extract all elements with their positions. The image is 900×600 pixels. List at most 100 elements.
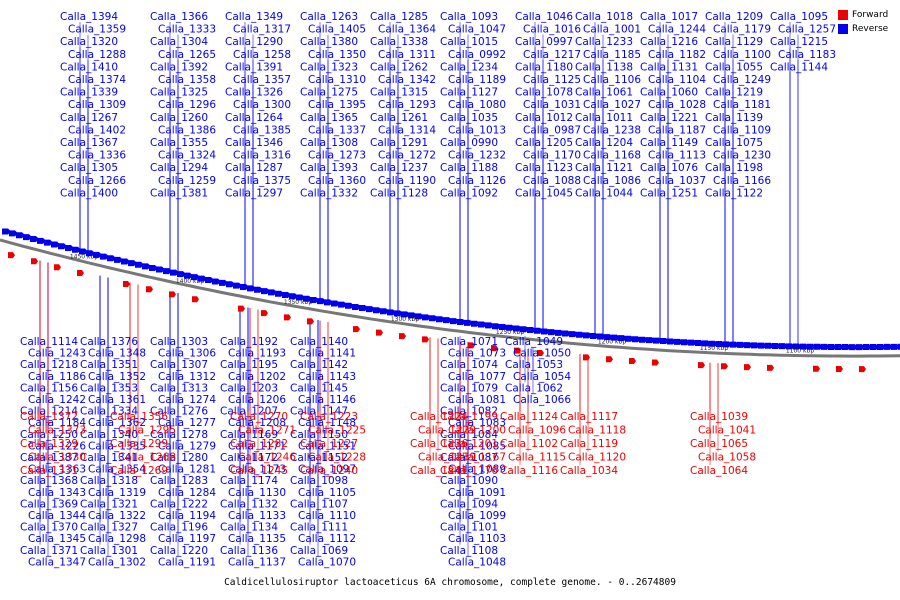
gene-label[interactable]: Calla_1373 — [28, 425, 86, 437]
gene-label[interactable]: Calla_1260 — [150, 112, 208, 124]
gene-label[interactable]: Calla_1135 — [228, 533, 286, 545]
gene-label[interactable]: Calla_1130 — [228, 487, 286, 499]
gene-label[interactable]: Calla_1080 — [448, 99, 506, 111]
gene-label[interactable]: Calla_1131 — [640, 61, 698, 73]
gene-label[interactable]: Calla_1105 — [298, 487, 356, 499]
gene-label[interactable]: Calla_1372 — [20, 411, 78, 423]
gene-label[interactable]: Calla_1125 — [523, 74, 581, 86]
gene-label[interactable]: Calla_1126 — [448, 175, 506, 187]
gene-label[interactable]: Calla_1319 — [88, 487, 146, 499]
gene-label[interactable]: Calla_1099 — [448, 510, 506, 522]
gene-label[interactable]: Calla_1206 — [228, 394, 286, 406]
gene-label[interactable]: Calla_1222 — [150, 498, 208, 510]
gene-label[interactable]: Calla_1329 — [20, 438, 78, 450]
gene-label[interactable]: Calla_1322 — [88, 510, 146, 522]
gene-label[interactable]: Calla_1309 — [68, 99, 126, 111]
gene-label[interactable]: Calla_1184 — [28, 417, 86, 429]
gene-label[interactable]: Calla_1097 — [298, 464, 356, 476]
gene-label[interactable]: Calla_1176 — [440, 465, 498, 477]
gene-label[interactable]: Calla_1084 — [440, 429, 498, 441]
gene-label[interactable]: Calla_1288 — [68, 49, 126, 61]
gene-label[interactable]: Calla_1233 — [575, 36, 633, 48]
gene-label[interactable]: Calla_1066 — [513, 394, 571, 406]
gene-label[interactable]: Calla_1269 — [110, 465, 168, 477]
gene-label[interactable]: Calla_1188 — [440, 162, 498, 174]
gene-label[interactable]: Calla_1062 — [505, 382, 563, 394]
gene-label[interactable]: Calla_1133 — [228, 510, 286, 522]
gene-label[interactable]: Calla_1331 — [20, 465, 78, 477]
gene-label[interactable]: Calla_1224 — [410, 411, 468, 423]
gene-label[interactable]: Calla_1393 — [300, 162, 358, 174]
gene-label[interactable]: Calla_1039 — [690, 411, 748, 423]
gene-label[interactable]: Calla_1275 — [300, 87, 358, 99]
gene-label[interactable]: Calla_1387 — [20, 452, 78, 464]
gene-label[interactable]: Calla_1101 — [440, 522, 498, 534]
gene-label[interactable]: Calla_1112 — [298, 533, 356, 545]
gene-label[interactable]: Calla_1103 — [448, 533, 506, 545]
gene-label[interactable]: Calla_1192 — [220, 336, 278, 348]
gene-label[interactable]: Calla_1085 — [448, 440, 506, 452]
gene-label[interactable]: Calla_1091 — [448, 487, 506, 499]
gene-label[interactable]: Calla_1077 — [448, 371, 506, 383]
gene-label[interactable]: Calla_1294 — [150, 162, 208, 174]
gene-label[interactable]: Calla_1283 — [150, 475, 208, 487]
gene-label[interactable]: Calla_1034 — [560, 465, 618, 477]
gene-label[interactable]: Calla_1198 — [705, 162, 763, 174]
gene-label[interactable]: Calla_1364 — [378, 24, 436, 36]
gene-label[interactable]: Calla_1276 — [150, 406, 208, 418]
gene-label[interactable]: Calla_1202 — [228, 371, 286, 383]
gene-label[interactable]: Calla_1305 — [60, 162, 118, 174]
gene-label[interactable]: Calla_1001 — [583, 24, 641, 36]
gene-label[interactable]: Calla_1345 — [28, 533, 86, 545]
gene-label[interactable]: Calla_1371 — [20, 545, 78, 557]
gene-label[interactable]: Calla_1183 — [778, 49, 836, 61]
gene-label[interactable]: Calla_1278 — [150, 429, 208, 441]
gene-label[interactable]: Calla_1168 — [583, 150, 641, 162]
gene-label[interactable]: Calla_1257 — [778, 24, 836, 36]
gene-label[interactable]: Calla_1047 — [448, 24, 506, 36]
gene-label[interactable]: Calla_0987 — [523, 124, 581, 136]
gene-label[interactable]: Calla_1250 — [20, 429, 78, 441]
gene-label[interactable]: Calla_1370 — [20, 522, 78, 534]
gene-label[interactable]: Calla_1166 — [713, 175, 771, 187]
gene-label[interactable]: Calla_1143 — [298, 371, 356, 383]
gene-label[interactable]: Calla_1266 — [68, 175, 126, 187]
gene-label[interactable]: Calla_1037 — [648, 175, 706, 187]
gene-label[interactable]: Calla_1102 — [500, 438, 558, 450]
gene-label[interactable]: Calla_1341 — [80, 452, 138, 464]
gene-label[interactable]: Calla_1365 — [300, 112, 358, 124]
gene-label[interactable]: Calla_1058 — [698, 452, 756, 464]
gene-label[interactable]: Calla_1096 — [508, 425, 566, 437]
gene-label[interactable]: Calla_1221 — [640, 112, 698, 124]
gene-label[interactable]: Calla_1060 — [640, 87, 698, 99]
gene-label[interactable]: Calla_1045 — [515, 187, 573, 199]
gene-label[interactable]: Calla_1335 — [88, 440, 146, 452]
gene-label[interactable]: Calla_1234 — [440, 61, 498, 73]
gene-label[interactable]: Calla_1363 — [28, 464, 86, 476]
gene-label[interactable]: Calla_1369 — [20, 498, 78, 510]
gene-label[interactable]: Calla_1170 — [523, 150, 581, 162]
gene-label[interactable]: Calla_1242 — [28, 394, 86, 406]
gene-label[interactable]: Calla_1136 — [220, 545, 278, 557]
gene-label[interactable]: Calla_1076 — [640, 162, 698, 174]
gene-label[interactable]: Calla_1268 — [118, 452, 176, 464]
gene-label[interactable]: Calla_1302 — [88, 556, 146, 568]
gene-label[interactable]: Calla_1240 — [300, 465, 358, 477]
gene-label[interactable]: Calla_1402 — [68, 124, 126, 136]
gene-label[interactable]: Calla_1204 — [575, 137, 633, 149]
gene-label[interactable]: Calla_1114 — [20, 336, 78, 348]
gene-label[interactable]: Calla_1270 — [230, 411, 288, 423]
gene-label[interactable]: Calla_1195 — [220, 359, 278, 371]
gene-label[interactable]: Calla_1167 — [448, 452, 506, 464]
gene-label[interactable]: Calla_1118 — [568, 425, 626, 437]
gene-label[interactable]: Calla_1092 — [440, 187, 498, 199]
gene-label[interactable]: Calla_1055 — [705, 61, 763, 73]
gene-label[interactable]: Calla_1334 — [80, 406, 138, 418]
gene-label[interactable]: Calla_1124 — [500, 411, 558, 423]
gene-label[interactable]: Calla_1189 — [448, 74, 506, 86]
gene-label[interactable]: Calla_1361 — [88, 394, 146, 406]
gene-label[interactable]: Calla_1318 — [80, 475, 138, 487]
gene-label[interactable]: Calla_1263 — [300, 11, 358, 23]
gene-label[interactable]: Calla_1312 — [158, 371, 216, 383]
gene-label[interactable]: Calla_1187 — [648, 124, 706, 136]
